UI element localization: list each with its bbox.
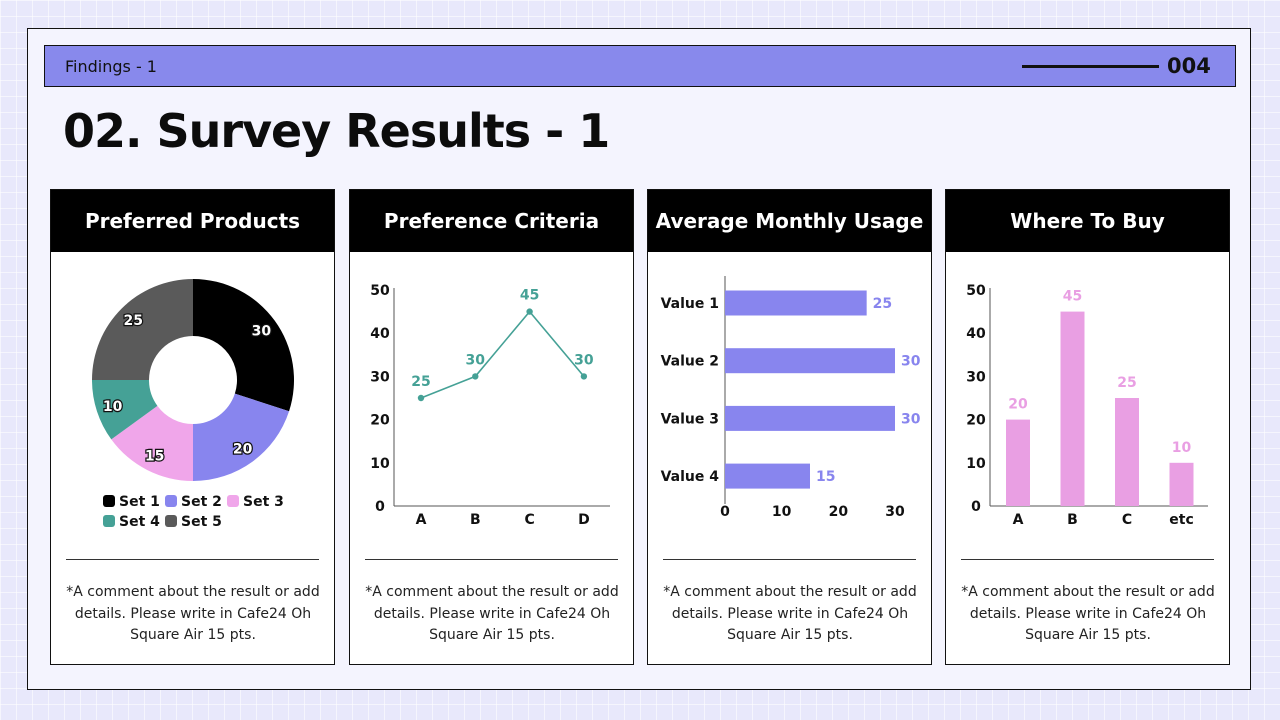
data-label: 25 xyxy=(873,296,892,312)
legend-label: Set 1 xyxy=(119,494,160,510)
data-label: 25 xyxy=(411,374,430,390)
x-tick-label: A xyxy=(1013,512,1024,528)
data-label: 45 xyxy=(1063,289,1082,305)
y-tick-label: 10 xyxy=(966,456,986,472)
y-tick-label: 10 xyxy=(370,456,390,472)
bar xyxy=(1115,398,1139,506)
page-title: 02. Survey Results - 1 xyxy=(63,104,610,158)
legend-label: Set 4 xyxy=(119,514,160,530)
data-point xyxy=(417,394,425,402)
header-bar: Findings - 1 004 xyxy=(44,45,1236,87)
legend-label: Set 3 xyxy=(243,494,284,510)
category-label: Value 1 xyxy=(661,296,719,312)
y-tick-label: 0 xyxy=(375,499,385,515)
data-label: 30 xyxy=(901,411,921,427)
slice-value-label: 20 xyxy=(233,441,253,457)
donut-slice xyxy=(111,405,193,481)
data-label: 10 xyxy=(1172,440,1192,456)
data-label: 30 xyxy=(574,352,594,368)
section-label: Findings - 1 xyxy=(65,57,157,76)
slice-value-label: 10 xyxy=(103,399,123,415)
category-label: Value 3 xyxy=(661,411,719,427)
x-tick-label: B xyxy=(470,512,481,528)
legend-swatch xyxy=(103,515,115,527)
card-title: Preference Criteria xyxy=(350,190,633,252)
legend-label: Set 2 xyxy=(181,494,222,510)
legend-label: Set 5 xyxy=(181,514,222,530)
series-line xyxy=(420,310,585,399)
divider xyxy=(66,559,319,560)
page-number: 004 xyxy=(1167,54,1211,78)
bar xyxy=(725,463,810,489)
comment-text: *A comment about the result or add detai… xyxy=(66,584,320,643)
header-divider xyxy=(1022,65,1159,68)
y-tick-label: 30 xyxy=(966,369,986,385)
bar xyxy=(725,405,895,431)
legend-swatch xyxy=(165,515,177,527)
data-label: 30 xyxy=(466,352,486,368)
legend-swatch xyxy=(165,495,177,507)
data-point xyxy=(526,308,533,315)
data-label: 25 xyxy=(1117,375,1136,391)
y-tick-label: 0 xyxy=(971,499,981,515)
x-tick-label: A xyxy=(416,512,427,528)
donut-slice xyxy=(92,380,158,440)
slice-value-label: 15 xyxy=(145,448,164,464)
data-label: 15 xyxy=(816,469,835,485)
bar xyxy=(1169,462,1194,506)
bar xyxy=(1006,419,1030,506)
line-chart: 0 10 20 30 40 50 A B C D 25 30 45 30 xyxy=(370,283,610,528)
data-label: 20 xyxy=(1008,397,1028,413)
donut-slice xyxy=(92,279,193,380)
legend-swatch xyxy=(103,495,115,507)
comment-text: *A comment about the result or add detai… xyxy=(961,584,1215,643)
category-label: Value 4 xyxy=(661,469,720,485)
data-label: 45 xyxy=(520,288,539,304)
x-tick-label: 30 xyxy=(885,504,905,520)
slice-value-label: 25 xyxy=(124,313,143,329)
y-tick-label: 20 xyxy=(370,413,390,429)
y-tick-label: 30 xyxy=(370,369,390,385)
bar xyxy=(1060,311,1085,506)
bar xyxy=(725,290,867,316)
card-preference-criteria: Preference Criteria 0 10 20 30 40 50 A B C D 25 30 4… xyxy=(349,189,634,665)
card-title: Where To Buy xyxy=(946,190,1229,252)
data-point xyxy=(580,373,588,380)
y-tick-label: 50 xyxy=(370,283,390,299)
x-tick-label: C xyxy=(1122,512,1132,528)
x-tick-label: D xyxy=(578,512,590,528)
y-tick-label: 40 xyxy=(370,326,390,342)
x-tick-label: 0 xyxy=(720,504,730,520)
horizontal-bar-chart: Value 1 25 Value 2 30 Value 3 30 Value 4 15 0 10 2… xyxy=(661,276,921,520)
x-tick-label: etc xyxy=(1169,512,1194,528)
card-where-to-buy: Where To Buy 0 10 20 30 40 50 20 A 45 B 25 C 10 etc *… xyxy=(945,189,1230,665)
legend-swatch xyxy=(227,495,239,507)
data-point xyxy=(472,373,479,380)
x-tick-label: 20 xyxy=(829,504,849,520)
data-label: 30 xyxy=(901,354,921,370)
category-label: Value 2 xyxy=(661,354,719,370)
divider xyxy=(663,559,916,560)
x-tick-label: 10 xyxy=(772,504,792,520)
x-tick-label: B xyxy=(1067,512,1078,528)
donut-slice xyxy=(193,279,294,412)
divider xyxy=(365,559,618,560)
x-tick-label: C xyxy=(524,512,534,528)
divider xyxy=(961,559,1214,560)
column-chart: 0 10 20 30 40 50 20 A 45 B 25 C 10 etc xyxy=(966,283,1208,528)
y-tick-label: 50 xyxy=(966,283,986,299)
card-average-monthly-usage: Average Monthly Usage Value 1 25 Value 2 30… xyxy=(647,189,932,665)
comment-text: *A comment about the result or add detai… xyxy=(663,584,917,643)
donut-chart: 30 20 15 10 25 Set 1 Set 2 Set 3 Set 4 Set 5 xyxy=(92,279,294,530)
slice-value-label: 30 xyxy=(252,323,272,339)
bar xyxy=(725,348,895,374)
card-preferred-products: Preferred Products 30 20 15 10 25 Set 1 Set 2 S… xyxy=(50,189,335,665)
card-title: Average Monthly Usage xyxy=(648,190,931,252)
y-tick-label: 20 xyxy=(966,413,986,429)
card-title: Preferred Products xyxy=(51,190,334,252)
comment-text: *A comment about the result or add detai… xyxy=(365,584,619,643)
y-tick-label: 40 xyxy=(966,326,986,342)
donut-slice xyxy=(193,393,290,481)
